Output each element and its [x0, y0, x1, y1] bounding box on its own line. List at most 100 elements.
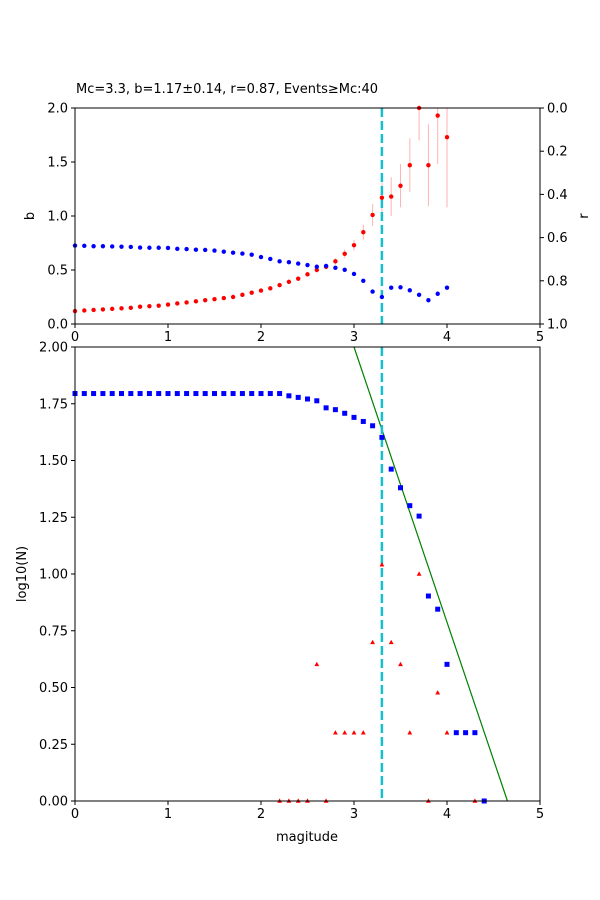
- r-point: [240, 251, 245, 256]
- cumulative-count-point: [100, 391, 106, 397]
- r-point: [147, 245, 152, 250]
- cumulative-count-point: [323, 405, 329, 411]
- r-point: [342, 267, 347, 272]
- b-point: [398, 183, 403, 188]
- b-point: [333, 259, 338, 264]
- y-tick-label: 1.5: [47, 156, 68, 171]
- b-point: [221, 295, 226, 301]
- bottom-axis-ticks: 0 1 2 3 4 5 0.00 0.25 0.50 0.75 1.00 1.25 1.50 1.75 2.…: [39, 341, 544, 823]
- b-point: [258, 288, 264, 293]
- cumulative-count-point: [472, 730, 478, 736]
- y-tick-label: 1.50: [39, 454, 68, 469]
- y2-tick-label: 0.4: [547, 188, 568, 203]
- cumulative-count-point: [146, 391, 152, 397]
- r-point: [333, 265, 338, 271]
- x-tick-label: 4: [443, 330, 451, 345]
- r-point: [119, 244, 124, 249]
- b-point: [305, 272, 310, 277]
- r-point: [370, 289, 375, 294]
- bottom-ylabel: log10(N): [15, 546, 30, 602]
- r-point: [379, 294, 385, 300]
- y-tick-label: 1.75: [39, 397, 68, 412]
- cumulative-count-point: [165, 391, 171, 397]
- r-point: [137, 245, 143, 250]
- cumulative-count-point: [184, 391, 190, 397]
- cumulative-count-point: [91, 391, 97, 397]
- cumulative-count-point: [435, 606, 441, 612]
- cumulative-count-point: [398, 485, 403, 491]
- cumulative-count-point: [239, 391, 245, 397]
- r-point: [323, 263, 329, 269]
- r-point: [249, 252, 254, 257]
- r-point: [277, 259, 282, 264]
- b-point: [370, 212, 375, 218]
- noncumulative-count-point: [407, 730, 413, 735]
- cumulative-count-point: [425, 593, 431, 599]
- r-point: [286, 260, 292, 265]
- cumulative-count-point: [249, 391, 255, 397]
- cumulative-count-point: [370, 423, 376, 429]
- r-point: [389, 285, 394, 290]
- y-tick-label: 2.0: [47, 102, 68, 117]
- r-point: [128, 244, 133, 250]
- cumulative-count-point: [119, 391, 124, 397]
- cumulative-count-point: [202, 391, 208, 397]
- r-point: [351, 271, 357, 277]
- magnitude-frequency-panel: 0 1 2 3 4 5 0.00 0.25 0.50 0.75 1.00 1.25 1.50 1.75 2.…: [15, 341, 544, 846]
- r-point: [175, 246, 180, 252]
- y-tick-label: 0.75: [39, 624, 68, 639]
- r-point: [110, 244, 115, 249]
- y-tick-label: 1.0: [47, 210, 68, 225]
- cumulative-count-point: [463, 730, 469, 736]
- cumulative-count-point: [109, 391, 115, 397]
- r-point: [444, 285, 450, 290]
- b-point: [286, 279, 292, 285]
- y-tick-label: 0.5: [47, 264, 68, 279]
- noncumulative-count-point: [370, 639, 375, 645]
- b-point: [147, 303, 152, 309]
- r-point: [398, 285, 403, 290]
- noncumulative-count-point: [314, 661, 320, 667]
- r-point: [193, 247, 199, 252]
- b-r-panel: 0 1 2 3 4 50.00.51.01.52.0 0.00.20.40.60.81.0 …: [23, 102, 592, 346]
- cumulative-count-point: [314, 398, 320, 404]
- r-point: [91, 244, 96, 249]
- cumulative-count-point: [230, 391, 236, 397]
- cumulative-count-point: [81, 391, 87, 397]
- cumulative-count-point: [286, 393, 292, 399]
- noncumulative-count-point: [388, 639, 394, 645]
- cumulative-count-point: [453, 730, 459, 736]
- b-point: [128, 305, 133, 310]
- r-point: [361, 278, 366, 283]
- b-point: [184, 300, 189, 305]
- b-point: [82, 308, 87, 313]
- y-tick-label: 0.00: [39, 795, 68, 810]
- x-tick-label: 0: [71, 807, 79, 822]
- cumulative-count-point: [258, 391, 264, 397]
- cumulative-count-point: [360, 418, 366, 424]
- cumulative-count-point: [407, 503, 413, 509]
- b-point: [435, 113, 440, 118]
- b-point: [175, 301, 180, 306]
- r-point: [156, 245, 161, 250]
- r-point: [203, 247, 208, 253]
- b-point: [389, 194, 394, 199]
- cumulative-count-point: [221, 391, 227, 397]
- cumulative-count-point: [174, 391, 180, 397]
- b-point: [240, 292, 245, 298]
- r-point: [426, 298, 431, 303]
- b-point: [268, 286, 273, 291]
- x-tick-label: 3: [350, 330, 358, 345]
- y-tick-label: 1.00: [39, 568, 68, 583]
- x-tick-label: 1: [164, 807, 172, 822]
- b-point: [203, 298, 208, 303]
- cumulative-count-point: [193, 391, 199, 397]
- b-point: [361, 230, 366, 235]
- cumulative-count-point: [212, 391, 217, 397]
- cumulative-count-point: [295, 394, 301, 400]
- y2-tick-label: 1.0: [547, 318, 568, 333]
- r-point: [416, 292, 422, 298]
- b-point: [342, 251, 347, 256]
- r-point: [82, 243, 87, 249]
